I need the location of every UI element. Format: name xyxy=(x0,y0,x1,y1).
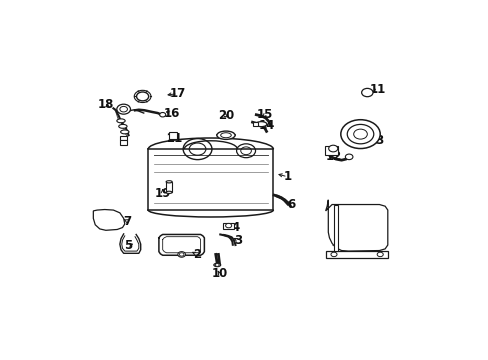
Ellipse shape xyxy=(166,191,172,193)
Ellipse shape xyxy=(213,263,220,267)
Circle shape xyxy=(330,252,336,257)
Text: 16: 16 xyxy=(163,107,180,120)
Circle shape xyxy=(353,129,366,139)
Polygon shape xyxy=(223,223,233,229)
Text: 13: 13 xyxy=(367,134,384,147)
Polygon shape xyxy=(252,122,258,126)
Ellipse shape xyxy=(117,119,125,123)
Text: 9: 9 xyxy=(340,244,348,257)
Circle shape xyxy=(215,264,219,266)
Circle shape xyxy=(159,112,165,117)
Text: 7: 7 xyxy=(123,215,131,228)
Circle shape xyxy=(117,104,130,114)
Text: 4: 4 xyxy=(231,221,239,234)
Circle shape xyxy=(178,252,185,257)
Circle shape xyxy=(340,120,380,149)
Text: 14: 14 xyxy=(258,119,274,132)
Polygon shape xyxy=(326,251,387,258)
Text: 11: 11 xyxy=(369,83,385,96)
Polygon shape xyxy=(324,146,337,155)
Text: 6: 6 xyxy=(287,198,295,211)
Text: 12: 12 xyxy=(325,150,342,163)
Polygon shape xyxy=(169,132,176,139)
Text: 20: 20 xyxy=(218,109,234,122)
Ellipse shape xyxy=(255,122,266,127)
Ellipse shape xyxy=(217,131,235,139)
Text: 17: 17 xyxy=(169,87,185,100)
Ellipse shape xyxy=(166,181,172,183)
Text: 18: 18 xyxy=(98,98,114,111)
Circle shape xyxy=(225,223,231,228)
Polygon shape xyxy=(325,200,387,251)
Circle shape xyxy=(136,92,148,101)
Text: 1: 1 xyxy=(283,170,291,183)
Circle shape xyxy=(120,107,127,112)
Text: 21: 21 xyxy=(165,131,182,144)
Text: 8: 8 xyxy=(369,215,377,228)
Circle shape xyxy=(361,89,372,97)
Ellipse shape xyxy=(121,130,129,134)
Circle shape xyxy=(376,252,383,257)
Polygon shape xyxy=(93,210,124,230)
Circle shape xyxy=(328,145,337,152)
Polygon shape xyxy=(120,136,127,140)
Text: 3: 3 xyxy=(234,234,242,247)
Polygon shape xyxy=(166,182,171,192)
Text: 5: 5 xyxy=(124,239,132,252)
Ellipse shape xyxy=(119,125,127,128)
Polygon shape xyxy=(333,204,337,251)
Polygon shape xyxy=(120,140,127,145)
Text: 10: 10 xyxy=(211,267,227,280)
Ellipse shape xyxy=(220,133,231,138)
Circle shape xyxy=(345,154,352,159)
Text: 19: 19 xyxy=(154,187,170,200)
Circle shape xyxy=(179,253,183,256)
Text: 2: 2 xyxy=(192,248,201,261)
Text: 15: 15 xyxy=(256,108,273,121)
Circle shape xyxy=(346,125,373,144)
